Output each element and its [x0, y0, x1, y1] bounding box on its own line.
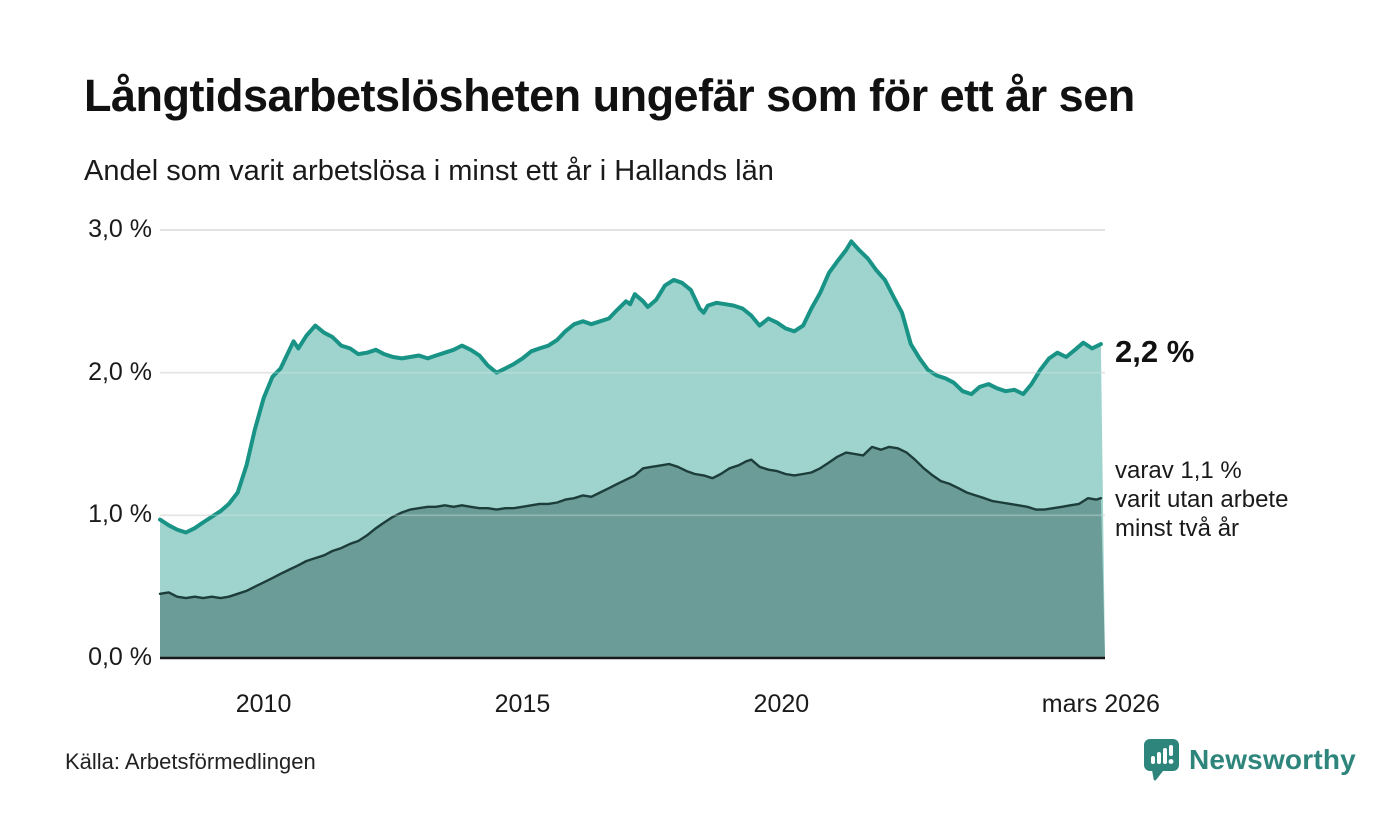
newsworthy-logo-icon	[1143, 738, 1180, 782]
annotation-line-1: varav 1,1 %	[1115, 457, 1242, 484]
y-axis-tick-1: 1,0 %	[88, 500, 152, 529]
series-two-year-annotation: varav 1,1 % varit utan arbete minst två …	[1115, 456, 1288, 543]
y-axis-tick-0: 0,0 %	[88, 643, 152, 671]
x-axis-tick-2010: 2010	[235, 690, 292, 718]
newsworthy-brand: Newsworthy	[1143, 738, 1356, 782]
x-axis-tick-2020: 2020	[753, 690, 810, 718]
newsworthy-logo-text: Newsworthy	[1189, 744, 1356, 775]
y-axis-tick-2: 2,0 %	[88, 357, 152, 386]
chart-subtitle: Andel som varit arbetslösa i minst ett å…	[84, 155, 774, 187]
y-axis-tick-3: 3,0 %	[88, 215, 152, 243]
source-attribution: Källa: Arbetsförmedlingen	[65, 749, 316, 774]
annotation-line-2: varit utan arbete	[1115, 486, 1289, 513]
x-axis-tick-2015: 2015	[494, 690, 551, 718]
x-axis-tick-mars-2026: mars 2026	[1041, 690, 1160, 718]
series-end-value-label: 2,2 %	[1115, 334, 1195, 369]
page-title: Långtidsarbetslösheten ungefär som för e…	[84, 70, 1135, 121]
annotation-line-3: minst två år	[1115, 515, 1240, 542]
